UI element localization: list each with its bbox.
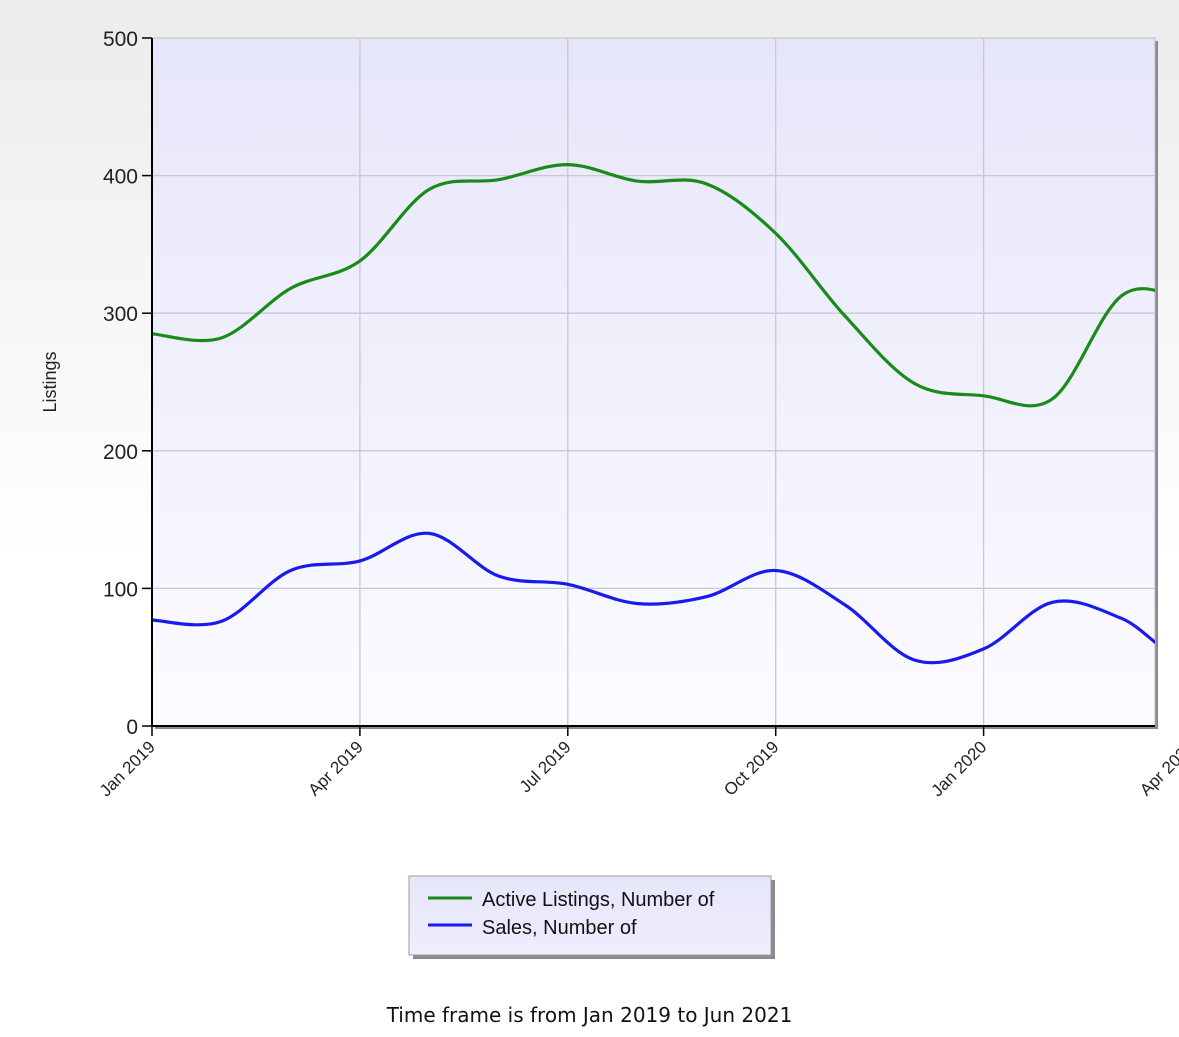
legend-box: [408, 875, 772, 956]
y-tick-label: 100: [103, 578, 138, 601]
x-tick-label: Jul 2019: [516, 737, 575, 796]
y-tick-label: 400: [103, 166, 138, 189]
legend: Active Listings, Number of Sales, Number…: [408, 875, 775, 959]
legend-label-sales: Sales, Number of: [482, 917, 637, 939]
series-line-active-listings: [152, 162, 1155, 408]
legend-label-active-listings: Active Listings, Number of: [482, 889, 715, 911]
y-tick-label: 0: [126, 716, 138, 739]
x-tick-label: Jan 2019: [96, 737, 159, 800]
series-lines: [152, 162, 1155, 665]
y-tick-label: 300: [103, 303, 138, 326]
x-tick-label: Jan 2020: [928, 737, 991, 800]
gridlines: [152, 37, 1155, 726]
x-tick-label: Apr 2019: [305, 737, 367, 799]
y-axis-ticks: 0 100 200 300 400 500: [103, 28, 152, 739]
x-tick-label: Apr 2020: [1136, 737, 1179, 799]
y-tick-label: 200: [103, 441, 138, 464]
series-line-sales: [152, 531, 1155, 665]
time-frame-caption: Time frame is from Jan 2019 to Jun 2021: [386, 1003, 793, 1027]
y-tick-label: 500: [103, 28, 138, 51]
x-axis-ticks: Jan 2019 Apr 2019 Jul 2019 Oct 2019 Jan 2020…: [96, 726, 1179, 800]
y-axis-title: Listings: [40, 351, 60, 412]
plot-area: [151, 37, 1156, 727]
x-tick-label: Oct 2019: [720, 737, 782, 799]
